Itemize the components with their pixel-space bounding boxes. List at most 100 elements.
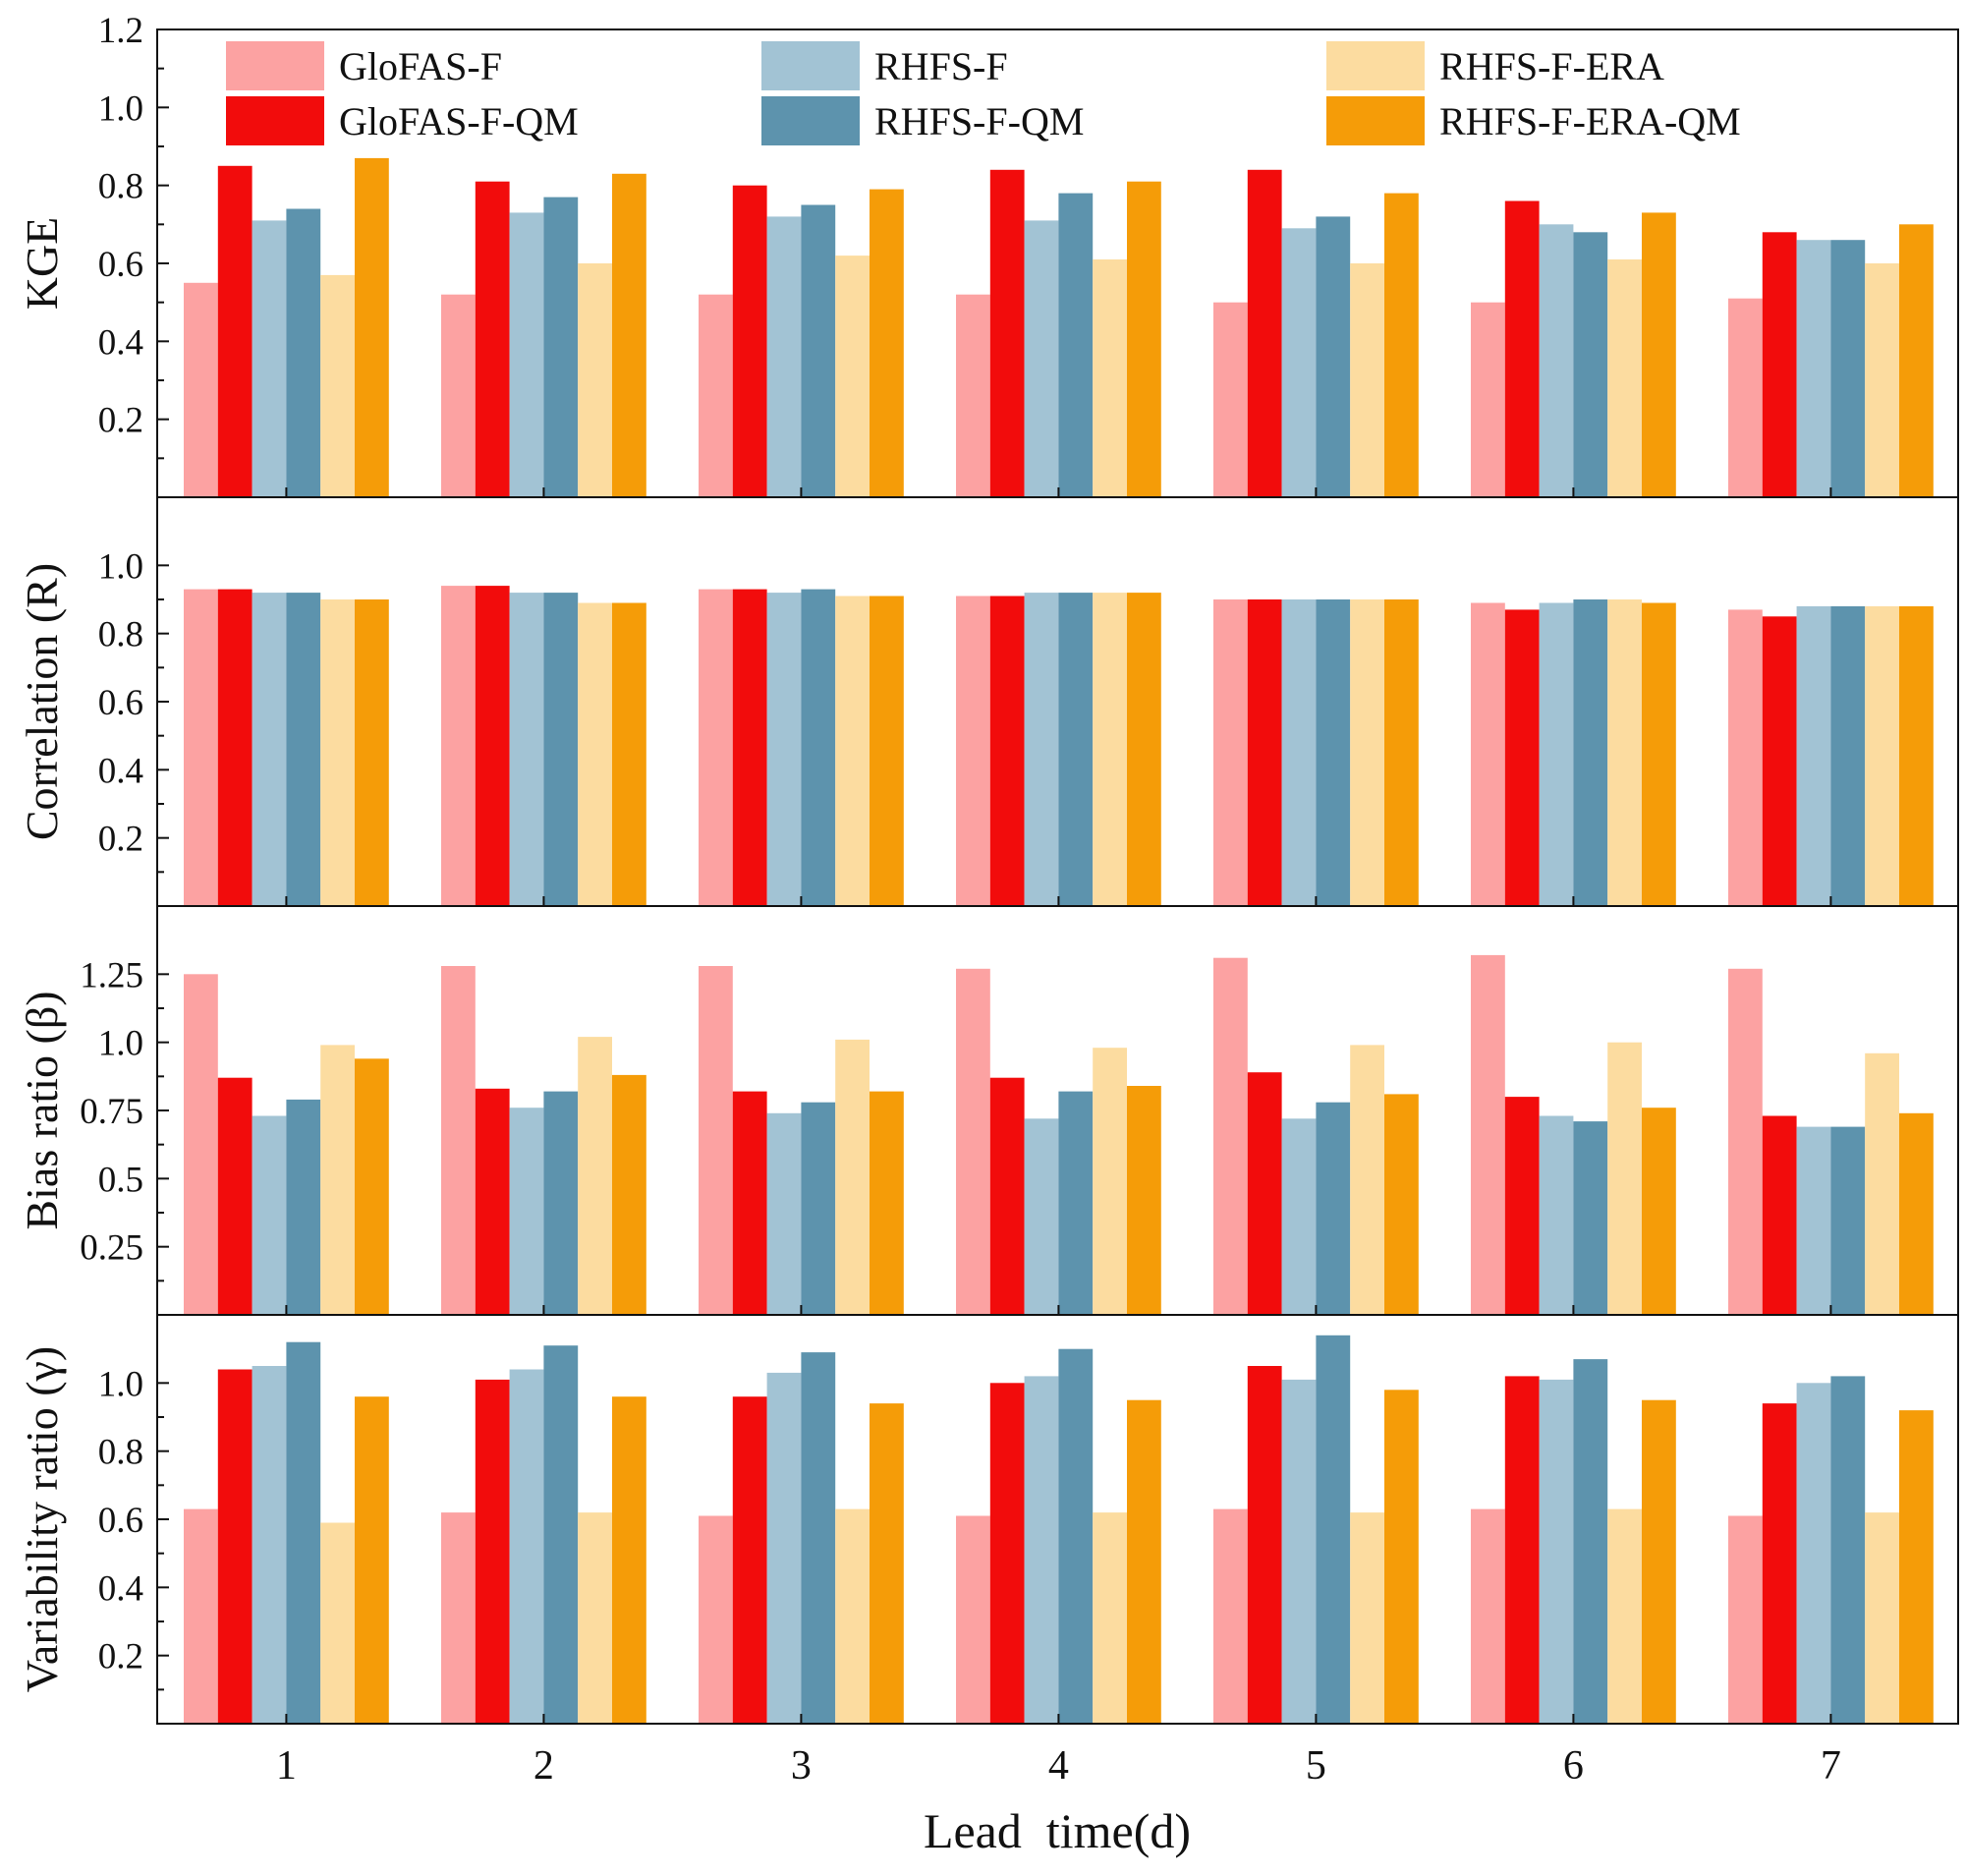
- bar-1-rhfs-f-era-qm-2: [612, 173, 646, 498]
- bar-3-rhfs-f-qm-1: [286, 1099, 321, 1315]
- bar-2-rhfs-f-era-5: [1350, 599, 1384, 906]
- y-tick-label-1-2: 0.6: [98, 245, 143, 285]
- y-tick-label-3-0: 0.25: [80, 1228, 143, 1269]
- bar-4-rhfs-f-era-4: [1093, 1512, 1127, 1724]
- bar-3-glofas-f-qm-5: [1247, 1072, 1282, 1315]
- legend-label-rhfs-f-era-qm: RHFS-F-ERA-QM: [1439, 99, 1741, 143]
- y-tick-label-4-4: 1.0: [98, 1364, 143, 1404]
- bar-2-glofas-f-qm-2: [475, 586, 510, 906]
- bar-3-rhfs-f-6: [1539, 1115, 1574, 1315]
- bar-4-rhfs-f-qm-6: [1573, 1359, 1608, 1724]
- bar-3-rhfs-f-era-3: [835, 1039, 870, 1315]
- bar-4-rhfs-f-3: [766, 1372, 802, 1724]
- bar-2-rhfs-f-era-qm-7: [1899, 605, 1934, 906]
- y-tick-label-1-1: 0.4: [98, 322, 143, 363]
- bar-2-glofas-f-qm-5: [1247, 599, 1282, 906]
- bar-3-glofas-f-qm-6: [1504, 1097, 1540, 1315]
- bar-2-glofas-f-qm-7: [1762, 616, 1797, 906]
- bar-1-rhfs-f-era-4: [1093, 259, 1127, 497]
- bar-1-rhfs-f-qm-4: [1058, 193, 1094, 497]
- bar-2-rhfs-f-qm-4: [1058, 593, 1094, 906]
- bar-1-rhfs-f-era-qm-6: [1642, 212, 1676, 497]
- bar-2-rhfs-f-era-1: [320, 599, 355, 906]
- bar-3-glofas-f-3: [699, 966, 733, 1315]
- x-tick-label-1: 1: [276, 1743, 297, 1789]
- y-tick-label-4-1: 0.4: [98, 1568, 143, 1609]
- bar-4-glofas-f-qm-3: [732, 1396, 767, 1724]
- bar-2-glofas-f-3: [699, 589, 733, 906]
- bar-3-rhfs-f-era-7: [1865, 1052, 1899, 1315]
- bar-2-rhfs-f-qm-5: [1316, 599, 1351, 906]
- x-axis-label: Lead time(d): [924, 1803, 1191, 1858]
- bar-2-rhfs-f-4: [1024, 593, 1059, 906]
- bar-1-glofas-f-3: [699, 294, 733, 497]
- bar-4-rhfs-f-qm-5: [1316, 1335, 1351, 1724]
- bar-4-glofas-f-4: [956, 1515, 990, 1724]
- bar-3-rhfs-f-1: [252, 1115, 287, 1315]
- bar-3-rhfs-f-era-1: [320, 1045, 355, 1315]
- bar-3-rhfs-f-qm-6: [1573, 1121, 1608, 1315]
- bar-3-glofas-f-qm-3: [732, 1091, 767, 1315]
- y-axis-label-2: Correlation (R): [17, 563, 67, 840]
- bar-1-glofas-f-1: [184, 282, 218, 497]
- y-axis-label-4: Variability ratio (γ): [17, 1346, 67, 1692]
- bar-2-rhfs-f-qm-6: [1573, 599, 1608, 906]
- bar-3-rhfs-f-qm-4: [1058, 1091, 1094, 1315]
- bar-3-rhfs-f-7: [1796, 1126, 1831, 1315]
- bar-4-rhfs-f-7: [1796, 1383, 1831, 1724]
- y-tick-label-1-0: 0.2: [98, 401, 143, 441]
- bar-2-rhfs-f-era-qm-6: [1642, 602, 1676, 906]
- bar-1-glofas-f-2: [441, 294, 476, 497]
- bar-3-rhfs-f-era-4: [1093, 1048, 1127, 1315]
- bar-4-glofas-f-1: [184, 1508, 218, 1724]
- legend-swatch-rhfs-f-era: [1326, 41, 1425, 90]
- bar-4-rhfs-f-qm-2: [543, 1345, 579, 1724]
- bar-1-rhfs-f-era-7: [1865, 263, 1899, 497]
- bar-2-rhfs-f-era-7: [1865, 605, 1899, 906]
- y-axis-label-1: KGE: [17, 217, 67, 311]
- bar-4-rhfs-f-era-qm-5: [1384, 1390, 1419, 1724]
- bar-4-glofas-f-qm-4: [989, 1383, 1025, 1724]
- x-tick-label-4: 4: [1048, 1743, 1069, 1789]
- bar-4-glofas-f-qm-6: [1504, 1376, 1540, 1724]
- bar-1-glofas-f-qm-4: [989, 169, 1025, 498]
- bar-2-rhfs-f-era-qm-1: [355, 599, 389, 906]
- bar-4-rhfs-f-era-qm-2: [612, 1396, 646, 1724]
- legend-swatch-rhfs-f: [761, 41, 860, 90]
- y-tick-label-4-3: 0.8: [98, 1433, 143, 1473]
- bar-2-rhfs-f-7: [1796, 605, 1831, 906]
- bar-3-glofas-f-2: [441, 966, 476, 1315]
- x-tick-label-6: 6: [1563, 1743, 1584, 1789]
- bar-2-glofas-f-qm-1: [217, 589, 253, 906]
- bar-1-glofas-f-6: [1471, 302, 1505, 497]
- y-tick-label-1-3: 0.8: [98, 167, 143, 207]
- bar-3-rhfs-f-era-qm-1: [355, 1058, 389, 1315]
- legend-label-rhfs-f: RHFS-F: [874, 44, 1008, 88]
- bar-1-rhfs-f-era-5: [1350, 263, 1384, 497]
- bar-2-rhfs-f-era-qm-2: [612, 602, 646, 906]
- bar-2-rhfs-f-qm-3: [801, 589, 836, 906]
- bar-2-glofas-f-6: [1471, 602, 1505, 906]
- bar-1-rhfs-f-era-qm-1: [355, 157, 389, 497]
- y-tick-label-2-3: 0.8: [98, 615, 143, 655]
- bar-2-rhfs-f-era-qm-4: [1127, 593, 1161, 906]
- bar-1-rhfs-f-era-qm-3: [870, 189, 904, 497]
- bar-4-rhfs-f-era-1: [320, 1522, 355, 1724]
- bar-4-rhfs-f-qm-7: [1830, 1376, 1866, 1724]
- bar-3-glofas-f-qm-1: [217, 1077, 253, 1315]
- y-tick-label-4-2: 0.6: [98, 1501, 143, 1541]
- bar-1-rhfs-f-7: [1796, 240, 1831, 497]
- bar-4-rhfs-f-era-6: [1607, 1508, 1642, 1724]
- bar-2-rhfs-f-6: [1539, 602, 1574, 906]
- bar-1-rhfs-f-3: [766, 216, 802, 497]
- legend-label-glofas-f-qm: GloFAS-F-QM: [339, 99, 579, 143]
- legend-swatch-rhfs-f-era-qm: [1326, 96, 1425, 145]
- bar-1-rhfs-f-1: [252, 220, 287, 497]
- bar-1-rhfs-f-4: [1024, 220, 1059, 497]
- bar-3-glofas-f-qm-7: [1762, 1115, 1797, 1315]
- bar-3-glofas-f-7: [1728, 968, 1763, 1315]
- bar-4-rhfs-f-6: [1539, 1379, 1574, 1724]
- bar-3-rhfs-f-qm-2: [543, 1091, 579, 1315]
- bar-1-glofas-f-qm-3: [732, 185, 767, 497]
